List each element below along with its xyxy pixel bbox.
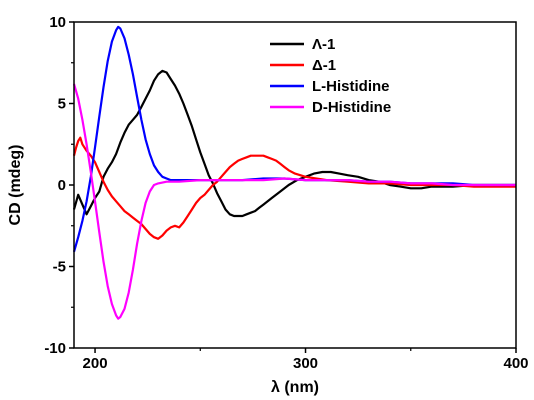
axis-ticks: 200 300 400 10 5 0 -5 -10 — [44, 14, 528, 372]
y-tick-label: 10 — [49, 14, 66, 31]
x-tick-label: 400 — [503, 355, 528, 372]
legend: Λ-1 Δ-1 L-Histidine D-Histidine — [270, 36, 391, 116]
y-tick-label: 5 — [58, 96, 66, 113]
legend-label-2: L-Histidine — [312, 78, 390, 95]
x-tick-label: 200 — [83, 355, 108, 372]
y-axis-label: CD (mdeg) — [7, 145, 24, 226]
series-lines — [72, 25, 516, 320]
x-tick-label: 300 — [293, 355, 318, 372]
series-line-1 — [72, 136, 516, 240]
legend-label-1: Δ-1 — [312, 57, 336, 74]
y-tick-label: 0 — [58, 177, 66, 194]
y-tick-label: -5 — [53, 259, 66, 276]
series-line-2 — [72, 25, 516, 253]
y-tick-label: -10 — [44, 340, 66, 357]
legend-label-0: Λ-1 — [312, 36, 335, 53]
series-line-0 — [72, 69, 516, 218]
legend-label-3: D-Histidine — [312, 99, 391, 116]
x-axis-label: λ (nm) — [271, 379, 319, 396]
series-line-3 — [72, 83, 516, 320]
